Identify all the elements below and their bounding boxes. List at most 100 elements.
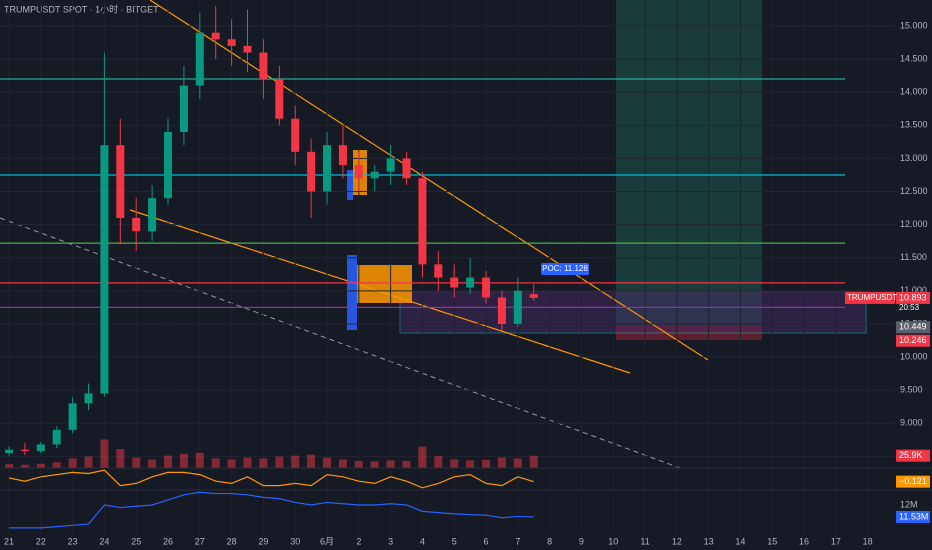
target-zone (616, 0, 762, 325)
candle-body (291, 118, 300, 152)
volume-bar (338, 459, 347, 468)
x-tick-label: 24 (99, 536, 109, 546)
volume-bar (84, 456, 93, 468)
y-tick-label: 15.000 (900, 20, 928, 30)
volume-bar (100, 439, 109, 468)
volume-bar (243, 457, 252, 468)
volume-bar (354, 460, 363, 468)
x-tick-label: 23 (68, 536, 78, 546)
candle-body (243, 45, 252, 53)
volume-bar (4, 464, 13, 468)
y-tick-label: 13.000 (900, 153, 928, 163)
volume-bar (386, 460, 395, 468)
candle-body (402, 158, 411, 179)
candle-body (100, 145, 109, 394)
volume-bar (20, 464, 29, 468)
volume-bar (307, 454, 316, 468)
x-tick-label: 25 (131, 536, 141, 546)
x-tick-label: 16 (799, 536, 809, 546)
price-tag-label: 10.893 (899, 292, 927, 302)
candle-body (259, 52, 268, 79)
price-tag (896, 334, 930, 347)
x-tick-label: 9 (579, 536, 584, 546)
volume-bar (132, 457, 141, 468)
x-tick-label: 7 (515, 536, 520, 546)
volume-tag-label: 25.9K (899, 450, 923, 460)
candle-body (211, 32, 220, 40)
volume-bar (529, 455, 538, 468)
x-tick-label: 29 (258, 536, 268, 546)
volume-bar (68, 458, 77, 468)
candle-body (148, 198, 157, 232)
candle-body (370, 171, 379, 179)
x-tick-label: 18 (863, 536, 873, 546)
candle-body (307, 151, 316, 192)
candle-body (179, 85, 188, 132)
indicator-tag-label: −0.121 (899, 476, 927, 486)
symbol-label: TRUMPUSDT (847, 293, 897, 302)
candle-body (36, 444, 45, 452)
x-tick-label: 26 (163, 536, 173, 546)
volume-bar (497, 457, 506, 468)
candle-body (227, 39, 236, 46)
trend-line-upper (149, 0, 709, 361)
volume-bar (164, 455, 173, 468)
price-tag (896, 291, 930, 304)
volume-bar (275, 456, 284, 468)
indicator-tag-label: 11.53M (899, 511, 928, 521)
volume-bar (402, 460, 411, 468)
candle-body (4, 449, 13, 454)
y-tick-label: 12.500 (900, 186, 928, 196)
indicator-tag (896, 510, 930, 523)
volume-bar (195, 452, 204, 468)
candle-body (323, 145, 332, 192)
candle-body (466, 277, 475, 288)
volume-bar (323, 457, 332, 468)
volume-bar (466, 460, 475, 468)
y-tick-label: 11.500 (900, 252, 927, 262)
volume-bar (482, 459, 491, 468)
candle-body (116, 145, 125, 219)
x-tick-label: 6月 (320, 536, 334, 546)
x-tick-label: 30 (290, 536, 300, 546)
x-tick-label: 6 (484, 536, 489, 546)
candle-body (529, 294, 538, 298)
candle-body (434, 264, 443, 278)
price-tag-label: 10.449 (899, 322, 927, 332)
candle-body (20, 449, 29, 452)
x-tick-label: 13 (704, 536, 714, 546)
x-tick-label: 15 (767, 536, 777, 546)
volume-bar (36, 463, 45, 468)
x-tick-label: 10 (608, 536, 618, 546)
price-tag-label: 10.246 (899, 335, 927, 345)
y-tick-label: 14.000 (900, 87, 928, 97)
chart-title: TRUMPUSDT SPOT · 1小时 · BITGET (4, 3, 159, 14)
y-tick-label: 9.500 (900, 385, 923, 395)
candle-body (338, 145, 347, 166)
x-tick-label: 27 (195, 536, 205, 546)
poc-box (541, 263, 589, 275)
y-tick-label: 12M (900, 499, 918, 509)
candle-body (482, 277, 491, 298)
candle-body (84, 393, 93, 404)
candle-body (418, 178, 427, 265)
candle-body (354, 165, 363, 179)
y-tick-label: 9.000 (900, 418, 923, 428)
volume-bar (179, 453, 188, 468)
indicator-line (8, 469, 534, 489)
volume-bar (418, 446, 427, 468)
volume-tag (896, 449, 930, 462)
y-tick-label: 10.000 (900, 351, 928, 361)
x-tick-label: 12 (672, 536, 682, 546)
y-tick-label: 13.500 (900, 120, 928, 130)
x-tick-label: 8 (547, 536, 552, 546)
volume-bar (116, 449, 125, 468)
volume-bar (227, 459, 236, 468)
stop-zone (616, 325, 762, 340)
volume-bar (434, 456, 443, 468)
x-tick-label: 21 (4, 536, 14, 546)
volume-bar (148, 459, 157, 468)
x-tick-label: 11 (640, 536, 649, 546)
x-tick-label: 28 (227, 536, 237, 546)
